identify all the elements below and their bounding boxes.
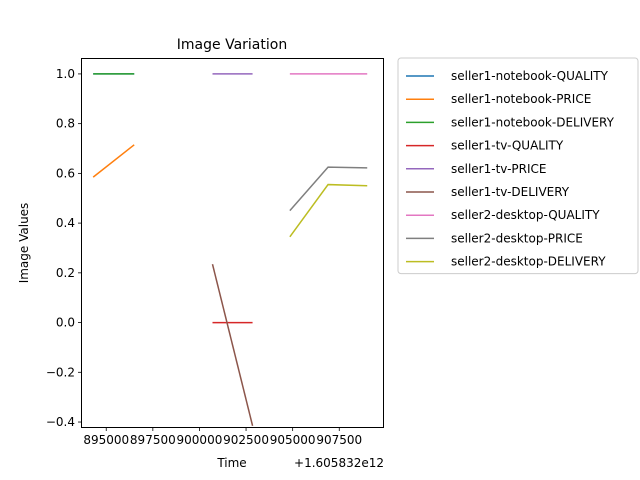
y-tick-label: 0.0 [56,316,75,330]
chart-title: Image Variation [177,37,287,53]
x-tick-label: 907500 [316,433,362,447]
legend-entry-seller1-tv-PRICE: seller1-tv-PRICE [451,162,546,176]
legend-entry-seller1-notebook-PRICE: seller1-notebook-PRICE [451,92,591,106]
series-line-seller1-notebook-PRICE [92,144,135,178]
plot-frame [81,58,384,428]
x-tick-label: 895000 [83,433,129,447]
y-tick-label: −0.2 [46,365,75,379]
x-tick-label: 902500 [223,433,269,447]
x-axis: 895000 897500 900000 902500 905000 907500 [83,427,362,447]
y-tick-label: −0.4 [46,415,75,429]
legend-entry-seller1-notebook-DELIVERY: seller1-notebook-DELIVERY [451,115,615,129]
y-tick-label: 0.4 [56,216,75,230]
legend-entry-seller1-tv-DELIVERY: seller1-tv-DELIVERY [451,185,570,199]
legend-entry-seller2-desktop-DELIVERY: seller2-desktop-DELIVERY [451,255,606,269]
series-line-seller2-desktop-PRICE [289,166,368,212]
legend-entry-seller2-desktop-QUALITY: seller2-desktop-QUALITY [451,208,600,222]
legend: seller1-notebook-QUALITY seller1-notebook… [397,57,639,275]
legend-entry-seller1-tv-QUALITY: seller1-tv-QUALITY [451,139,564,153]
plot-lines [92,73,368,426]
y-tick-label: 1.0 [56,67,75,81]
y-axis-label: Image Values [17,203,31,284]
x-axis-label: Time [216,456,246,470]
legend-entry-seller1-notebook-QUALITY: seller1-notebook-QUALITY [451,69,609,83]
y-tick-label: 0.6 [56,166,75,180]
legend-frame [397,57,639,275]
x-tick-label: 900000 [177,433,223,447]
series-line-seller2-desktop-DELIVERY [289,183,368,238]
y-axis: −0.4 −0.2 0.0 0.2 0.4 0.6 0.8 1.0 [46,67,82,429]
y-tick-label: 0.2 [56,266,75,280]
y-tick-label: 0.8 [56,117,75,131]
legend-entry-seller2-desktop-PRICE: seller2-desktop-PRICE [451,231,583,245]
x-axis-offset-label: +1.605832e12 [294,456,384,470]
x-tick-label: 905000 [270,433,316,447]
series-line-seller1-tv-DELIVERY [211,263,254,426]
x-tick-label: 897500 [130,433,176,447]
